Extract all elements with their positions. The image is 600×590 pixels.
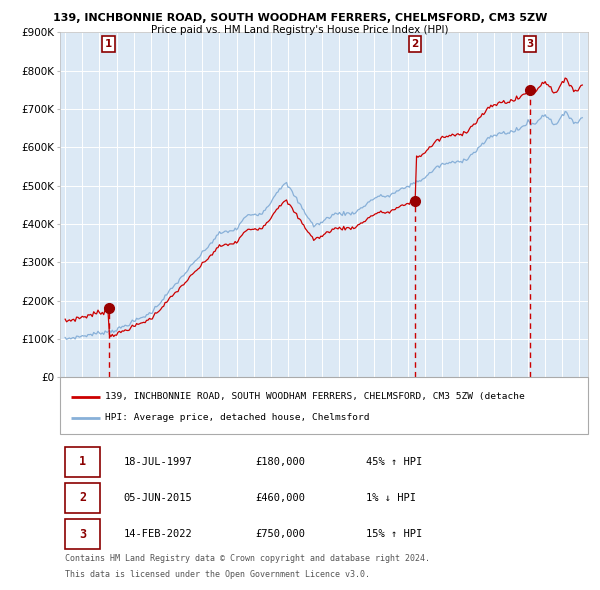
FancyBboxPatch shape [65,519,100,549]
Text: 45% ↑ HPI: 45% ↑ HPI [366,457,422,467]
FancyBboxPatch shape [65,447,100,477]
Text: HPI: Average price, detached house, Chelmsford: HPI: Average price, detached house, Chel… [105,413,370,422]
Text: Price paid vs. HM Land Registry's House Price Index (HPI): Price paid vs. HM Land Registry's House … [151,25,449,35]
FancyBboxPatch shape [60,378,588,434]
Text: 2: 2 [412,39,419,49]
Text: 05-JUN-2015: 05-JUN-2015 [124,493,192,503]
Text: £750,000: £750,000 [256,529,305,539]
Text: Contains HM Land Registry data © Crown copyright and database right 2024.: Contains HM Land Registry data © Crown c… [65,553,430,563]
Text: 1: 1 [79,455,86,468]
Text: 3: 3 [79,527,86,540]
Text: £460,000: £460,000 [256,493,305,503]
Text: £180,000: £180,000 [256,457,305,467]
Text: 2: 2 [79,491,86,504]
Text: 14-FEB-2022: 14-FEB-2022 [124,529,192,539]
Text: 1: 1 [105,39,112,49]
Text: 15% ↑ HPI: 15% ↑ HPI [366,529,422,539]
FancyBboxPatch shape [65,483,100,513]
Text: 139, INCHBONNIE ROAD, SOUTH WOODHAM FERRERS, CHELMSFORD, CM3 5ZW: 139, INCHBONNIE ROAD, SOUTH WOODHAM FERR… [53,13,547,23]
Text: 18-JUL-1997: 18-JUL-1997 [124,457,192,467]
Text: 139, INCHBONNIE ROAD, SOUTH WOODHAM FERRERS, CHELMSFORD, CM3 5ZW (detache: 139, INCHBONNIE ROAD, SOUTH WOODHAM FERR… [105,392,524,401]
Text: This data is licensed under the Open Government Licence v3.0.: This data is licensed under the Open Gov… [65,570,370,579]
Text: 3: 3 [527,39,534,49]
Text: 1% ↓ HPI: 1% ↓ HPI [366,493,416,503]
